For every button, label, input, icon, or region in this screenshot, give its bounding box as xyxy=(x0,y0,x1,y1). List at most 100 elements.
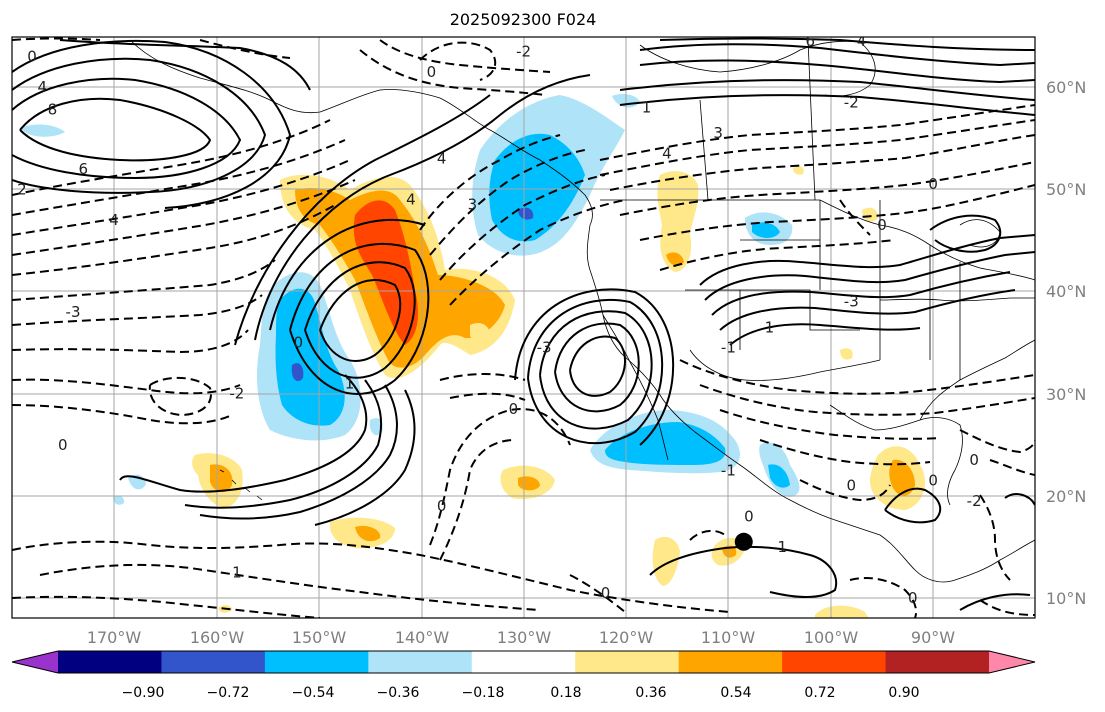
positive-anomaly-ne-pacific-max xyxy=(353,200,418,345)
contour-label: 0 xyxy=(437,497,447,515)
contour-label: 8 xyxy=(744,12,754,30)
contour-label: 0 xyxy=(847,477,857,495)
contour-label: -3 xyxy=(537,339,552,357)
positive-anomaly-gulf-core xyxy=(889,459,915,496)
longitude-labels: 170°W 160°W 150°W 140°W 130°W 120°W 110°… xyxy=(87,628,955,647)
positive-anomaly-small-a xyxy=(470,323,490,343)
contour-label: 1 xyxy=(232,564,242,582)
map-frame xyxy=(11,36,1036,619)
colorbar-tick-label: −0.36 xyxy=(377,685,420,701)
positive-anomaly-subtropics-b-core xyxy=(355,525,381,542)
colorbar-bin xyxy=(368,651,473,673)
negative-anomaly-small-a xyxy=(113,495,125,505)
colorbar-bin xyxy=(161,651,266,673)
contour-label: 2 xyxy=(17,180,27,198)
colorbar-tick-label: 0.18 xyxy=(550,685,581,701)
contour-label: 6 xyxy=(806,32,816,50)
contour-label: -2 xyxy=(516,42,531,60)
contour-label: 4 xyxy=(406,191,416,209)
lon-label: 90°W xyxy=(911,628,955,647)
colorbar-tick-label: 0.54 xyxy=(720,685,751,701)
map-title: 2025092300 F024 xyxy=(450,10,597,29)
contour-label: 0 xyxy=(877,216,887,234)
contour-label: -3 xyxy=(66,303,81,321)
colorbar-tick-label: 0.90 xyxy=(888,685,919,701)
contour-label: 1 xyxy=(345,374,355,392)
colorbar-bin xyxy=(885,651,990,673)
contour-label: 0 xyxy=(969,451,979,469)
coastlines xyxy=(129,39,1035,583)
lat-label: 20°N xyxy=(1046,487,1086,506)
colorbar-bin xyxy=(58,651,162,673)
negative-anomaly-west-bering xyxy=(20,124,65,137)
contour-label: 6 xyxy=(79,160,89,178)
positive-anomaly-west-coast xyxy=(657,171,699,272)
colorbar-extend-low xyxy=(12,651,58,673)
lon-label: 120°W xyxy=(599,628,654,647)
positive-anomaly-small-c xyxy=(840,348,853,360)
dashed-contours xyxy=(12,37,1035,618)
colorbar-outline xyxy=(11,650,1036,674)
colorbar xyxy=(11,650,1036,674)
lat-label: 10°N xyxy=(1046,589,1086,608)
shaded-anomalies xyxy=(20,94,925,618)
contour-label: -1 xyxy=(772,538,787,556)
contour-label: -2 xyxy=(967,492,982,510)
contour-label: 4 xyxy=(857,32,867,50)
colorbar-bin xyxy=(264,651,369,673)
colorbar-tick-labels: −0.90 −0.72 −0.54 −0.36 −0.18 0.18 0.36 … xyxy=(122,685,920,701)
negative-anomaly-small-b xyxy=(369,418,383,436)
lon-label: 170°W xyxy=(87,628,142,647)
negative-anomaly-great-basin-core xyxy=(752,222,780,238)
point-marker xyxy=(734,532,753,551)
negative-anomaly-mexico-core xyxy=(768,464,790,488)
colorbar-tick-label: −0.72 xyxy=(207,685,250,701)
lon-label: 100°W xyxy=(804,628,859,647)
lat-label: 60°N xyxy=(1046,78,1086,97)
lat-label: 50°N xyxy=(1046,180,1086,199)
positive-anomaly-small-d xyxy=(793,166,804,175)
colorbar-bin xyxy=(575,651,680,673)
positive-anomaly-epac xyxy=(652,536,680,586)
contour-label: 0 xyxy=(58,436,68,454)
graticule xyxy=(12,37,1035,618)
contour-label: -1 xyxy=(721,461,736,479)
contour-label: -1 xyxy=(721,339,736,357)
contour-label: 2 xyxy=(58,17,68,35)
contour-label: -3 xyxy=(844,293,859,311)
contour-label: 1 xyxy=(765,318,775,336)
lon-label: 150°W xyxy=(292,628,347,647)
negative-anomaly-west-pacific-min xyxy=(291,363,304,382)
lat-label: 30°N xyxy=(1046,385,1086,404)
colorbar-tick-label: 0.36 xyxy=(635,685,666,701)
contour-label: 3 xyxy=(713,124,723,142)
negative-anomaly-gulf-of-alaska-min xyxy=(518,207,534,220)
contour-label: 3 xyxy=(468,196,478,214)
positive-anomaly-west-coast-core xyxy=(666,252,684,266)
colorbar-bin xyxy=(678,651,783,673)
contour-label: 0 xyxy=(601,584,611,602)
latitude-labels: 60°N 50°N 40°N 30°N 20°N 10°N xyxy=(1046,78,1086,608)
colorbar-bin xyxy=(471,651,576,673)
positive-anomaly-south xyxy=(815,605,869,618)
contour-label: 4 xyxy=(437,150,447,168)
contour-label: 0 xyxy=(744,507,754,525)
contour-label: 4 xyxy=(109,211,119,229)
solid-contours xyxy=(12,37,1035,611)
lon-label: 130°W xyxy=(497,628,552,647)
contour-label: 0 xyxy=(908,589,918,607)
contour-label: 0 xyxy=(928,472,938,490)
lon-label: 160°W xyxy=(190,628,245,647)
contour-label: 0 xyxy=(928,175,938,193)
colorbar-bin xyxy=(782,651,887,673)
contour-label: 0 xyxy=(427,63,437,81)
colorbar-tick-label: −0.54 xyxy=(292,685,335,701)
contour-label: -2 xyxy=(844,93,859,111)
contour-label: 4 xyxy=(38,78,48,96)
contour-label: 0 xyxy=(27,47,37,65)
colorbar-extend-high xyxy=(989,651,1035,673)
contour-label: -2 xyxy=(229,385,244,403)
